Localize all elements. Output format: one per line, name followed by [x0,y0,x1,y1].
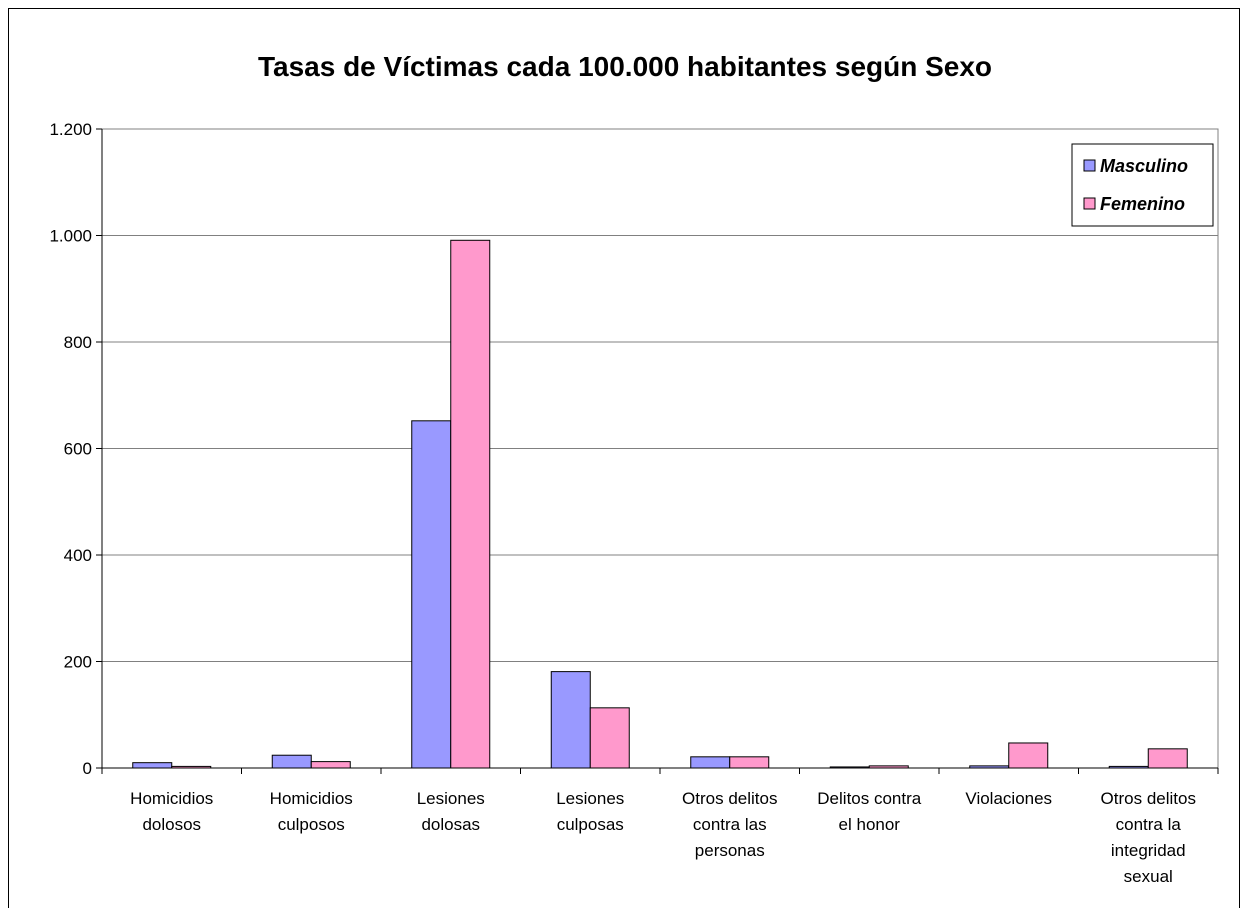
x-category-label: Homicidios culposos [270,789,353,834]
bar-masculino-1 [271,754,312,769]
x-category-label-line: contra la [1116,815,1182,834]
x-category-label-line: sexual [1124,867,1173,886]
x-category-label: Delitos contra el honor [817,789,921,834]
bar-masculino-3 [550,671,591,769]
legend-label: Femenino [1100,194,1185,214]
legend-box [1071,143,1214,227]
chart-frame: Tasas de Víctimas cada 100.000 habitante… [8,8,1240,908]
x-category-label-line: Violaciones [965,789,1052,808]
x-category-label-line: contra las [693,815,767,834]
x-category-label-line: Homicidios [130,789,213,808]
x-category-label-line: Otros delitos [1101,789,1196,808]
x-category-label-line: Delitos contra [817,789,921,808]
x-category-label-line: dolosas [421,815,480,834]
x-category-label: Violaciones [965,789,1052,808]
y-tick-label: 200 [64,653,92,672]
x-category-label-line: Otros delitos [682,789,777,808]
bar-masculino-4 [690,756,731,769]
bar-femenino-3 [589,707,630,769]
bar-femenino-4 [729,756,770,769]
y-tick-label: 600 [64,440,92,459]
x-category-label-line: dolosos [142,815,201,834]
bar-masculino-0 [132,762,173,769]
x-category-label-line: Lesiones [556,789,624,808]
bar-femenino-2 [450,239,491,769]
gridlines [101,128,1219,769]
bar-chart: Tasas de Víctimas cada 100.000 habitante… [49,51,1219,886]
y-tick-label: 1.000 [49,227,92,246]
x-category-label-line: personas [695,841,765,860]
legend-label: Masculino [1100,156,1188,176]
x-category-label-line: Lesiones [417,789,485,808]
axes [96,128,1219,774]
x-category-label-line: culposas [557,815,624,834]
legend-swatch [1083,197,1096,210]
bars [132,239,1188,769]
x-category-label-line: Homicidios [270,789,353,808]
axis-labels: 0 200 400 600 800 1.000 1.200 Homicidios dolosos… [49,120,1196,886]
x-category-label: Lesiones dolosas [417,789,485,834]
bar-femenino-7 [1147,748,1188,769]
bar-femenino-6 [1008,742,1049,769]
legend: Masculino Femenino [1071,143,1214,227]
chart-title: Tasas de Víctimas cada 100.000 habitante… [258,51,992,82]
y-tick-label: 800 [64,333,92,352]
x-category-label: Otros delitos contra las personas [682,789,777,860]
x-category-label-line: integridad [1111,841,1186,860]
y-tick-label: 0 [83,759,92,778]
x-category-label: Homicidios dolosos [130,789,213,834]
bar-masculino-2 [411,420,452,769]
x-category-label: Lesiones culposas [556,789,624,834]
x-category-label-line: el honor [839,815,901,834]
y-tick-label: 1.200 [49,120,92,139]
legend-swatch [1083,159,1096,172]
y-tick-label: 400 [64,546,92,565]
x-category-label: Otros delitos contra la integridad sexual [1101,789,1196,886]
x-category-label-line: culposos [278,815,345,834]
bar-femenino-1 [310,761,351,769]
